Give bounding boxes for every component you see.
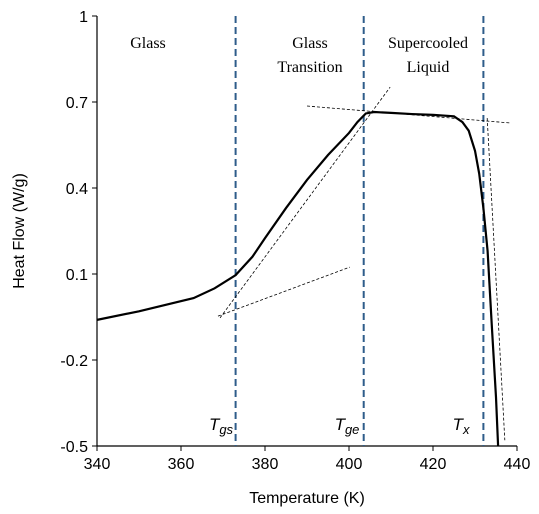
- region-label: Supercooled: [388, 35, 468, 52]
- y-tick-label: -0.5: [60, 439, 88, 456]
- x-tick-label: 360: [168, 456, 195, 473]
- temperature-label: Tx: [453, 415, 470, 437]
- y-tick-label: 0.7: [66, 95, 88, 112]
- region-label: Transition: [277, 59, 342, 76]
- x-tick-label: 340: [84, 456, 111, 473]
- x-axis-label: Temperature (K): [249, 490, 365, 507]
- region-label: Liquid: [407, 59, 450, 76]
- temperature-label: Tgs: [209, 415, 234, 437]
- y-tick-label: 0.4: [66, 181, 88, 198]
- temperature-subscript: gs: [219, 422, 233, 437]
- y-tick-label: -0.2: [60, 353, 88, 370]
- tangent-line: [217, 266, 350, 317]
- x-tick-label: 400: [336, 456, 363, 473]
- y-tick-label: 1: [79, 9, 88, 26]
- y-axis-label: Heat Flow (W/g): [11, 173, 28, 289]
- tangent-line: [219, 86, 391, 319]
- temperature-symbol: T: [453, 415, 465, 434]
- x-tick-label: 440: [504, 456, 531, 473]
- temperature-subscript: x: [462, 422, 470, 437]
- region-label: Glass: [292, 35, 328, 52]
- x-tick-label: 380: [252, 456, 279, 473]
- region-label: Glass: [130, 35, 166, 52]
- temperature-symbol: T: [335, 415, 347, 434]
- y-tick-label: 0.1: [66, 267, 88, 284]
- x-tick-label: 420: [420, 456, 447, 473]
- temperature-label: Tge: [335, 415, 360, 437]
- data-line: [96, 110, 500, 447]
- temperature-symbol: T: [209, 415, 221, 434]
- temperature-subscript: ge: [345, 422, 359, 437]
- tangent-line: [486, 118, 506, 441]
